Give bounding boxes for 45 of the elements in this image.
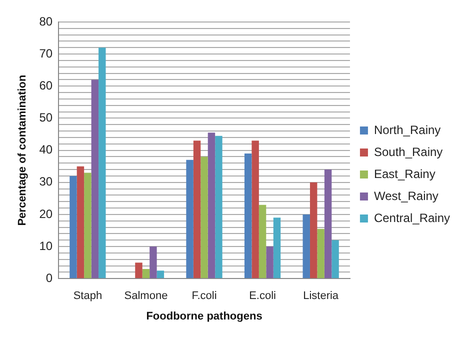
y-tick-label: 80 bbox=[39, 14, 53, 28]
y-tick-label: 70 bbox=[39, 46, 53, 60]
y-axis-title: Percentage of contamination bbox=[16, 74, 29, 226]
y-tick-label: 60 bbox=[39, 78, 53, 92]
y-tick-label: 0 bbox=[46, 270, 53, 285]
bar bbox=[70, 176, 77, 278]
y-tick-label: 10 bbox=[39, 238, 53, 253]
bar bbox=[186, 160, 194, 278]
bar bbox=[215, 136, 222, 278]
bar bbox=[317, 228, 324, 278]
bar bbox=[332, 240, 339, 278]
bar bbox=[76, 166, 84, 278]
x-axis-title: Foodborne pathogens bbox=[146, 310, 262, 322]
bar bbox=[324, 170, 332, 278]
legend-label: West_Rainy bbox=[374, 188, 438, 203]
bar bbox=[208, 132, 216, 278]
bar bbox=[142, 268, 150, 278]
y-tick-label: 30 bbox=[39, 174, 53, 189]
bar bbox=[302, 214, 310, 278]
bar bbox=[193, 140, 201, 278]
legend-label: South_Rainy bbox=[374, 144, 443, 159]
x-tick-label: Salmone bbox=[124, 290, 168, 302]
bar bbox=[200, 156, 208, 278]
bar bbox=[310, 182, 318, 278]
x-tick-label: Staph bbox=[73, 290, 102, 302]
bar bbox=[156, 270, 164, 278]
bar bbox=[150, 246, 157, 278]
x-tick-label: Listeria bbox=[303, 290, 340, 302]
y-tick-label: 50 bbox=[39, 110, 53, 125]
bar bbox=[252, 140, 259, 278]
bar bbox=[258, 204, 266, 278]
legend-label: East_Rainy bbox=[374, 166, 436, 181]
bar bbox=[244, 154, 252, 278]
x-tick-label: F.coli bbox=[192, 290, 217, 302]
bar bbox=[98, 48, 106, 278]
y-tick-label: 40 bbox=[39, 142, 53, 157]
y-tick-label: 20 bbox=[39, 206, 53, 221]
bar bbox=[266, 246, 274, 278]
x-tick-label: E.coli bbox=[249, 290, 276, 302]
bar bbox=[135, 262, 142, 278]
bar bbox=[273, 218, 281, 278]
legend-label: Central_Rainy bbox=[374, 210, 450, 225]
bar bbox=[91, 80, 99, 278]
bar bbox=[84, 172, 92, 278]
legend-label: North_Rainy bbox=[374, 122, 441, 137]
